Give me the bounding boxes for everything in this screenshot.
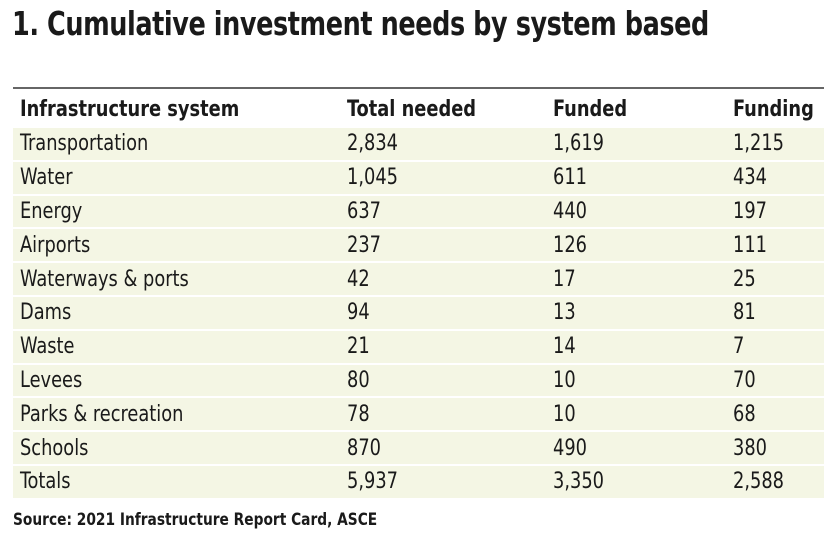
table-cell: 1,619: [553, 131, 604, 157]
table-row: Parks & recreation 78 10 68: [13, 398, 824, 433]
column-header: Funded: [553, 96, 628, 122]
table-cell: 5,937: [347, 469, 398, 495]
table-title: 1. Cumulative investment needs by system…: [12, 4, 709, 43]
top-rule: [13, 87, 824, 89]
table-row: Levees 80 10 70: [13, 364, 824, 399]
table-cell: Parks & recreation: [20, 401, 184, 427]
table-row: Totals 5,937 3,350 2,588: [13, 465, 824, 500]
table-cell: 380: [733, 435, 768, 461]
table-cell: 1,045: [347, 165, 398, 191]
table-cell: 80: [347, 367, 370, 393]
table-cell: Energy: [20, 198, 83, 224]
table-cell: Water: [20, 165, 73, 191]
table-cell: 70: [733, 367, 756, 393]
table-row: Dams 94 13 81: [13, 296, 824, 331]
table-cell: 68: [733, 401, 756, 427]
table-cell: 434: [733, 165, 768, 191]
table-cell: 440: [553, 198, 588, 224]
table-row: Waterways & ports 42 17 25: [13, 263, 824, 297]
table-cell: 78: [347, 401, 370, 427]
column-header: Funding: [733, 96, 814, 122]
table-cell: 13: [553, 300, 576, 326]
table-cell: 2,834: [347, 131, 398, 157]
table-header: Infrastructure system Total needed Funde…: [13, 90, 824, 128]
table-cell: 637: [347, 198, 382, 224]
table-cell: Levees: [20, 367, 83, 393]
table-cell: 94: [347, 300, 370, 326]
table-cell: Totals: [20, 469, 71, 495]
table-cell: 1,215: [733, 131, 784, 157]
table-cell: 14: [553, 334, 576, 360]
table-cell: 10: [553, 367, 576, 393]
table-cell: 111: [733, 232, 768, 258]
table-cell: 81: [733, 300, 756, 326]
table-cell: Transportation: [20, 131, 149, 157]
table-cell: 17: [553, 266, 576, 292]
table-cell: 21: [347, 334, 370, 360]
table-cell: 870: [347, 435, 382, 461]
table-row: Schools 870 490 380: [13, 432, 824, 466]
table-cell: 611: [553, 165, 588, 191]
table-cell: 25: [733, 266, 756, 292]
table-row: Energy 637 440 197: [13, 195, 824, 230]
table-cell: 197: [733, 198, 768, 224]
table-cell: Waterways & ports: [20, 266, 189, 292]
table-cell: 7: [733, 334, 745, 360]
table-cell: 490: [553, 435, 588, 461]
table-cell: Waste: [20, 334, 75, 360]
source-note: Source: 2021 Infrastructure Report Card,…: [13, 510, 378, 530]
investment-table: Infrastructure system Total needed Funde…: [13, 90, 824, 500]
table-cell: Schools: [20, 435, 89, 461]
table-cell: 2,588: [733, 469, 784, 495]
table-cell: Dams: [20, 300, 72, 326]
table-row: Airports 237 126 111: [13, 229, 824, 264]
table-cell: 10: [553, 401, 576, 427]
table-cell: 3,350: [553, 469, 604, 495]
table-cell: 237: [347, 232, 382, 258]
column-header: Infrastructure system: [20, 96, 240, 122]
table-row: Waste 21 14 7: [13, 330, 824, 365]
table-cell: Airports: [20, 232, 91, 258]
column-header: Total needed: [347, 96, 477, 122]
table-cell: 126: [553, 232, 588, 258]
table-cell: 42: [347, 266, 370, 292]
table-row: Transportation 2,834 1,619 1,215: [13, 128, 824, 162]
table-row: Water 1,045 611 434: [13, 161, 824, 196]
